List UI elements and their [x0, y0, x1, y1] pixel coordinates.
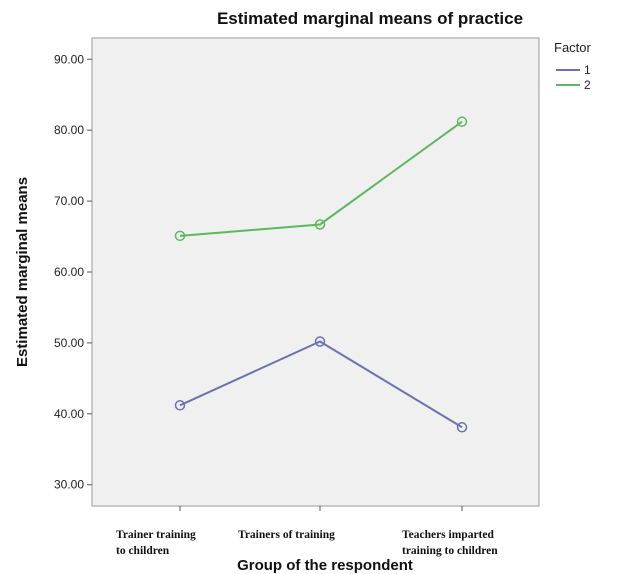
- y-tick-label: 70.00: [54, 194, 84, 208]
- data-point-series-1: [314, 336, 326, 347]
- y-axis-title: Estimated marginal means: [14, 177, 31, 367]
- x-tick-label: Trainers of training: [238, 529, 335, 541]
- y-tick-label: 90.00: [54, 52, 84, 66]
- x-tick-label: Trainer training to children: [116, 529, 196, 557]
- legend-label-2: 2: [584, 78, 591, 92]
- data-point-series-1: [174, 400, 186, 411]
- y-tick-label: 50.00: [54, 336, 84, 350]
- series-line-2: [179, 120, 463, 237]
- plot-area: [91, 37, 540, 507]
- data-point-series-2: [174, 230, 186, 242]
- legend-label-1: 1: [584, 63, 591, 77]
- x-axis-title: Group of the respondent: [237, 557, 413, 574]
- data-point-series-2: [456, 116, 468, 127]
- x-tick-label-line: Trainers of training: [238, 529, 335, 541]
- x-tick-label: Teachers imparted training to children: [402, 529, 498, 557]
- y-axis: 30.00 40.00 50.00 60.00 70.00 80.00 90.00: [54, 52, 92, 492]
- x-tick-label-line: Trainer training: [116, 529, 196, 541]
- x-tick-label-line: Teachers imparted: [402, 529, 494, 541]
- legend-title: Factor: [554, 40, 592, 55]
- data-point-series-2: [314, 219, 326, 230]
- chart-title: Estimated marginal means of practice: [217, 9, 523, 28]
- x-tick-label-line: to children: [116, 545, 170, 557]
- y-tick-label: 40.00: [54, 407, 84, 421]
- series-line-1: [179, 340, 463, 429]
- series-layer: [174, 116, 468, 433]
- y-tick-label: 80.00: [54, 123, 84, 137]
- x-axis: Trainer training to children Trainers of t…: [116, 506, 498, 557]
- y-tick-label: 60.00: [54, 265, 84, 279]
- y-tick-label: 30.00: [54, 478, 84, 492]
- x-tick-label-line: training to children: [402, 545, 498, 557]
- data-point-series-1: [456, 422, 468, 433]
- legend: Factor 12: [554, 40, 592, 92]
